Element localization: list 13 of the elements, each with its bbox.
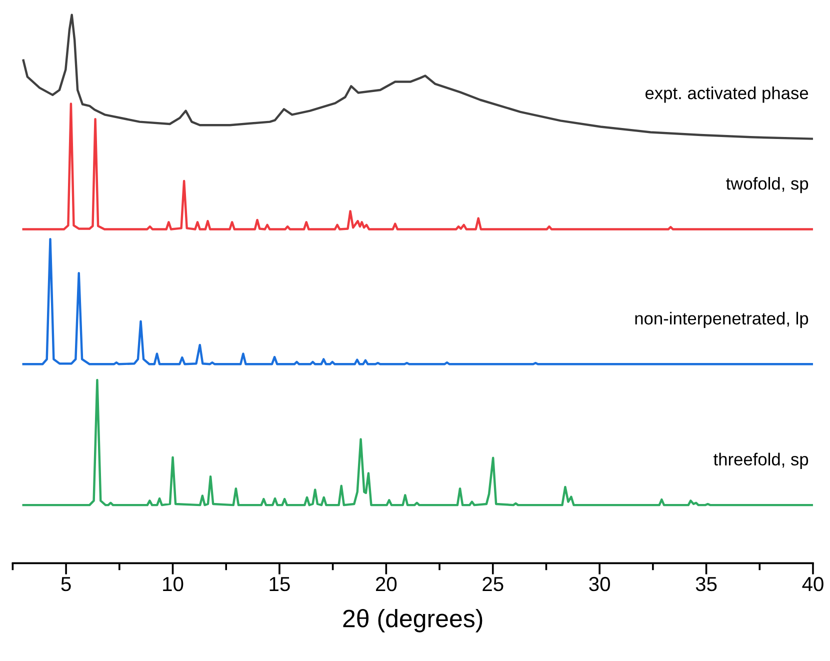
x-tick-label: 10 [163,576,184,592]
series-label: expt. activated phase [645,86,808,103]
text: non-interpenetrated, lp [635,312,808,328]
x-axis-title: 2θ (degrees) [343,609,482,632]
x-tick-label: 30 [589,576,610,592]
x-tick-label: 15 [270,577,290,592]
text: threefold, sp [714,452,808,469]
x-tick-label: 25 [482,576,504,592]
x-tick-label: 5 [61,577,71,592]
x-tick-label: 40 [802,576,824,592]
x-tick-label: 35 [696,576,717,592]
text: twofold, sp [726,176,808,194]
x-tick-label: 20 [376,576,397,592]
